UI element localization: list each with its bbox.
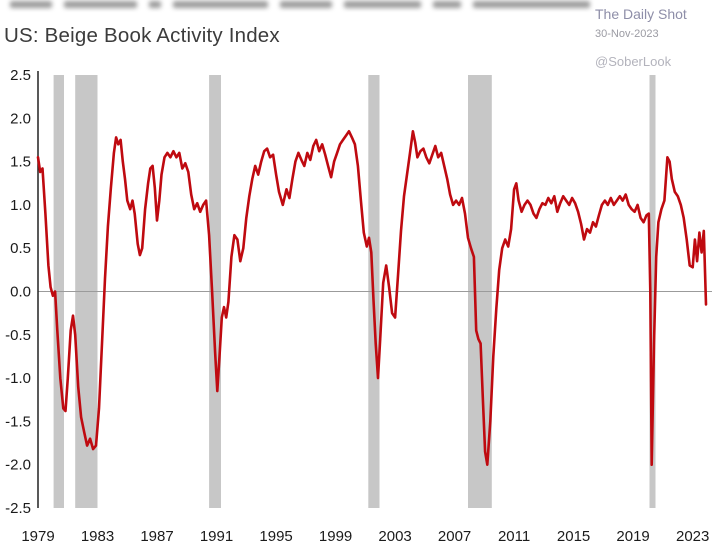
y-tick-label: 1.0 (10, 197, 31, 214)
x-tick-label: 2003 (378, 528, 411, 545)
y-tick-label: 1.5 (10, 154, 31, 171)
x-tick-label: 2019 (616, 528, 649, 545)
y-tick-label: -0.5 (5, 327, 31, 344)
x-tick-label: 1991 (200, 528, 233, 545)
watermark-smudge (472, 0, 590, 8)
y-tick-label: 0.0 (10, 284, 31, 301)
source-handle: @SoberLook (595, 54, 672, 69)
x-tick-label: 1987 (140, 528, 173, 545)
x-tick-label: 2015 (557, 528, 590, 545)
y-tick-label: -1.0 (5, 370, 31, 387)
watermark-smudge (63, 0, 138, 8)
x-tick-label: 1983 (81, 528, 114, 545)
y-tick-label: 0.5 (10, 240, 31, 257)
y-tick-label: 2.5 (10, 67, 31, 84)
x-tick-label: 2023 (676, 528, 709, 545)
y-tick-label: -2.0 (5, 457, 31, 474)
page-title: US: Beige Book Activity Index (4, 24, 280, 47)
x-tick-label: 1979 (21, 528, 54, 545)
watermark-smudge (149, 0, 161, 8)
source-block: The Daily Shot 30-Nov-2023 @SoberLook (595, 6, 687, 69)
source-date: 30-Nov-2023 (595, 28, 659, 40)
x-tick-label: 2011 (498, 528, 530, 545)
watermark-smudge (172, 0, 269, 8)
watermark-smudge (280, 0, 332, 8)
watermark-smudge (343, 0, 422, 8)
index-line (36, 130, 708, 467)
y-tick-label: -2.5 (5, 500, 31, 517)
x-tick-label: 1999 (319, 528, 352, 545)
source-name: The Daily Shot (595, 6, 687, 22)
y-tick-label: -1.5 (5, 413, 31, 430)
watermark-smudge (10, 0, 52, 8)
watermark-smudge (433, 0, 461, 8)
x-tick-label: 2007 (438, 528, 471, 545)
x-tick-label: 1995 (259, 528, 292, 545)
blurred-watermark (0, 0, 590, 10)
y-tick-label: 2.0 (10, 110, 31, 127)
